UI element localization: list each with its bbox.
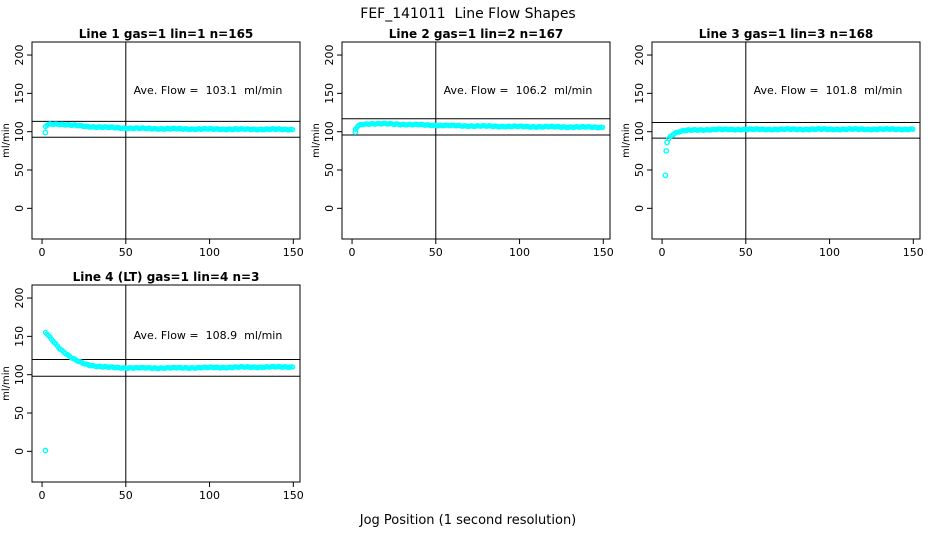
x-tick-label: 150: [283, 246, 304, 259]
panel-4-title: Line 4 (LT) gas=1 lin=4 n=3: [72, 270, 260, 284]
x-tick-label: 50: [119, 246, 133, 259]
data-series: [662, 125, 916, 179]
y-tick-label: 100: [633, 121, 646, 142]
x-tick-label: 0: [39, 489, 46, 502]
y-tick-label: 50: [633, 163, 646, 177]
y-tick-label: 200: [13, 288, 26, 309]
y-tick-label: 150: [13, 326, 26, 347]
x-tick-label: 150: [903, 246, 924, 259]
y-tick-label: 0: [323, 205, 336, 212]
x-axis: 0 50 100 150: [39, 482, 304, 502]
x-tick-label: 50: [429, 246, 443, 259]
y-axis-title: ml/min: [1, 366, 12, 401]
y-tick-label: 200: [13, 45, 26, 66]
ave-flow-label-4: Ave. Flow = 108.9 ml/min: [133, 329, 283, 342]
y-tick-label: 50: [13, 163, 26, 177]
y-tick-label: 100: [323, 121, 336, 142]
y-tick-label: 100: [13, 121, 26, 142]
data-point: [289, 126, 296, 133]
y-axis: 0 50 100 150 200 ml/min: [1, 45, 32, 212]
y-tick-label: 0: [13, 448, 26, 455]
x-tick-label: 150: [593, 246, 614, 259]
y-tick-label: 100: [13, 364, 26, 385]
x-tick-label: 0: [659, 246, 666, 259]
panel-3-title: Line 3 gas=1 lin=3 n=168: [698, 27, 874, 41]
y-tick-label: 50: [13, 406, 26, 420]
y-axis: 0 50 100 150 200 ml/min: [311, 45, 342, 212]
outlier-point: [664, 139, 670, 146]
plot-box: [31, 41, 301, 240]
y-tick-label: 200: [323, 45, 336, 66]
y-axis: 0 50 100 150 200 ml/min: [621, 45, 652, 212]
data-series: [352, 120, 606, 135]
y-axis: 0 50 100 150 200 ml/min: [1, 288, 32, 455]
x-tick-label: 100: [199, 246, 220, 259]
x-tick-label: 150: [283, 489, 304, 502]
x-axis: 0 50 100 150: [659, 239, 924, 259]
y-tick-label: 0: [633, 205, 646, 212]
panel-2-title: Line 2 gas=1 lin=2 n=167: [388, 27, 564, 41]
x-tick-label: 100: [199, 489, 220, 502]
y-axis-title: ml/min: [621, 123, 632, 158]
data-series: [42, 121, 296, 136]
x-tick-label: 100: [819, 246, 840, 259]
y-tick-label: 0: [13, 205, 26, 212]
ave-flow-label-3: Ave. Flow = 101.8 ml/min: [753, 84, 903, 97]
outlier-point: [42, 129, 49, 136]
data-series: [42, 329, 296, 454]
y-tick-label: 150: [323, 83, 336, 104]
x-axis: 0 50 100 150: [39, 239, 304, 259]
ave-flow-label-1: Ave. Flow = 103.1 ml/min: [133, 84, 283, 97]
outlier-point: [352, 129, 359, 135]
x-tick-label: 0: [349, 246, 356, 259]
y-tick-label: 150: [13, 83, 26, 104]
x-tick-label: 0: [39, 246, 46, 259]
x-axis-label: Jog Position (1 second resolution): [359, 513, 577, 528]
x-axis: 0 50 100 150: [349, 239, 614, 259]
page-title: FEF_141011 Line Flow Shapes: [360, 6, 576, 22]
y-axis-title: ml/min: [311, 123, 322, 158]
outlier-point: [42, 447, 49, 454]
y-axis-title: ml/min: [1, 123, 12, 158]
panel-1-title: Line 1 gas=1 lin=1 n=165: [78, 27, 254, 41]
y-tick-label: 50: [323, 163, 336, 177]
plot-box: [341, 41, 611, 240]
x-tick-label: 50: [739, 246, 753, 259]
y-tick-label: 150: [633, 83, 646, 104]
panel-3-plot: 0 50 100 150 0 50 100 150 200 ml/min: [621, 41, 924, 259]
ave-flow-label-2: Ave. Flow = 106.2 ml/min: [443, 84, 593, 97]
y-tick-label: 200: [633, 45, 646, 66]
data-point: [599, 124, 606, 131]
outlier-point: [663, 147, 670, 154]
panel-1-plot: 0 50 100 150 0 50 100 150 200 ml/min: [1, 41, 304, 259]
panel-2-plot: 0 50 100 150 0 50 100 150 200 ml/min: [311, 41, 614, 259]
panel-4-plot: 0 50 100 150 0 50 100 150 200 ml/min: [1, 284, 304, 502]
x-tick-label: 50: [119, 489, 133, 502]
x-tick-label: 100: [509, 246, 530, 259]
plot-box: [31, 284, 301, 483]
plot-box: [651, 41, 921, 240]
data-point: [910, 126, 916, 132]
outlier-point: [662, 172, 669, 179]
data-point: [289, 364, 296, 370]
